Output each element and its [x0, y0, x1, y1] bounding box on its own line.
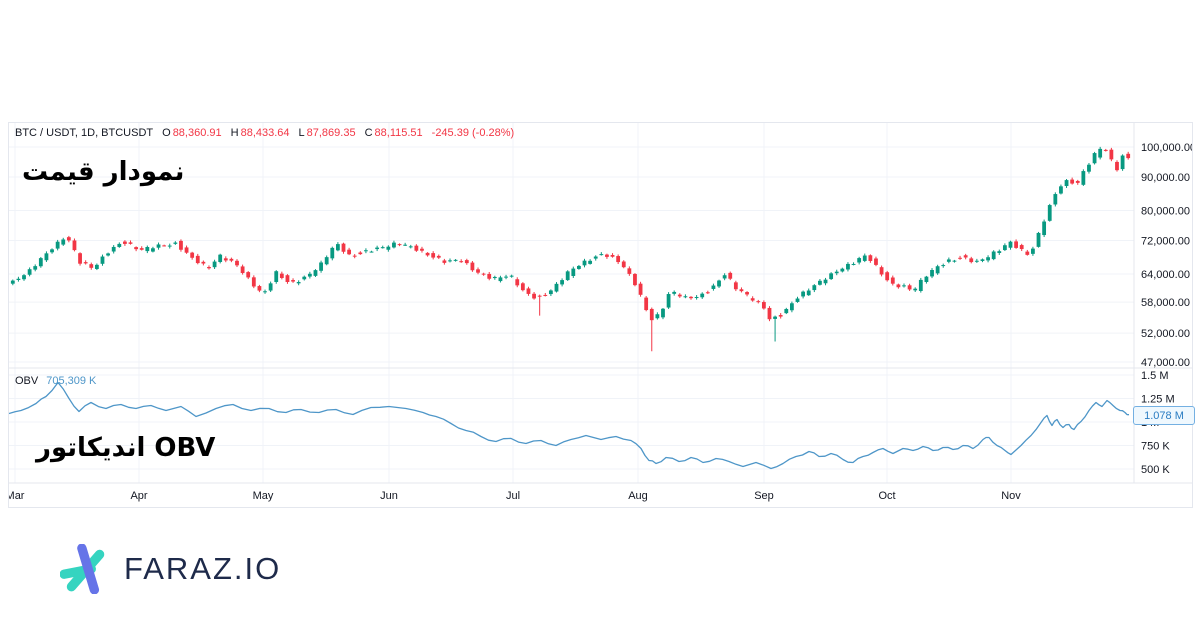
- svg-text:Mar: Mar: [9, 490, 25, 502]
- svg-text:58,000.00: 58,000.00: [1141, 297, 1190, 309]
- brand-name: FARAZ.IO: [124, 551, 282, 586]
- svg-text:47,000.00: 47,000.00: [1141, 357, 1190, 369]
- ohlc-close: C 88,115.51: [364, 127, 423, 139]
- svg-text:Sep: Sep: [754, 490, 774, 502]
- svg-text:Nov: Nov: [1001, 490, 1021, 502]
- time-scale[interactable]: [9, 484, 1192, 508]
- ohlc-low: L 87,869.35: [298, 127, 356, 139]
- obv-last-value-badge: 1.078 M: [1133, 406, 1195, 425]
- svg-text:1.25 M: 1.25 M: [1141, 394, 1175, 406]
- brand-logo: FARAZ.IO: [60, 544, 281, 594]
- svg-text:Jul: Jul: [506, 490, 520, 502]
- symbol-readout: BTC / USDT, 1D, BTCUSDT O 88,360.91 H 88,4…: [15, 127, 514, 139]
- svg-text:52,000.00: 52,000.00: [1141, 328, 1190, 340]
- obv-value: 705,309 K: [46, 375, 97, 387]
- price-scale[interactable]: [1135, 123, 1193, 483]
- obv-readout: OBV 705,309 K: [15, 375, 96, 387]
- chart-canvas[interactable]: 100,000.00 90,000.00 80,000.00 72,000.00 64,…: [9, 123, 1192, 507]
- obv-indicator-title-overlay: اندیکاتور OBV: [36, 433, 216, 463]
- svg-text:Aug: Aug: [628, 490, 648, 502]
- svg-text:Apr: Apr: [130, 490, 147, 502]
- trading-chart-widget: BTC / USDT, 1D, BTCUSDT O 88,360.91 H 88,4…: [8, 122, 1195, 508]
- svg-text:750 K: 750 K: [1141, 441, 1170, 453]
- symbol-name: BTC / USDT, 1D, BTCUSDT: [15, 127, 154, 139]
- svg-text:80,000.00: 80,000.00: [1141, 206, 1190, 218]
- faraz-logo-icon: [60, 544, 105, 594]
- svg-text:Jun: Jun: [380, 490, 398, 502]
- svg-text:90,000.00: 90,000.00: [1141, 172, 1190, 184]
- svg-text:500 K: 500 K: [1141, 464, 1170, 476]
- change-readout: -245.39 (-0.28%): [431, 127, 515, 139]
- svg-text:100,000.00: 100,000.00: [1141, 142, 1192, 154]
- svg-text:64,000.00: 64,000.00: [1141, 269, 1190, 281]
- svg-text:Oct: Oct: [878, 490, 895, 502]
- ohlc-open: O 88,360.91: [162, 127, 222, 139]
- ohlc-high: H 88,433.64: [230, 127, 290, 139]
- price-chart-title-overlay: نمودار قیمت: [22, 157, 185, 187]
- svg-text:1.5 M: 1.5 M: [1141, 370, 1169, 382]
- svg-text:72,000.00: 72,000.00: [1141, 236, 1190, 248]
- svg-text:May: May: [253, 490, 274, 502]
- obv-label: OBV: [15, 375, 39, 387]
